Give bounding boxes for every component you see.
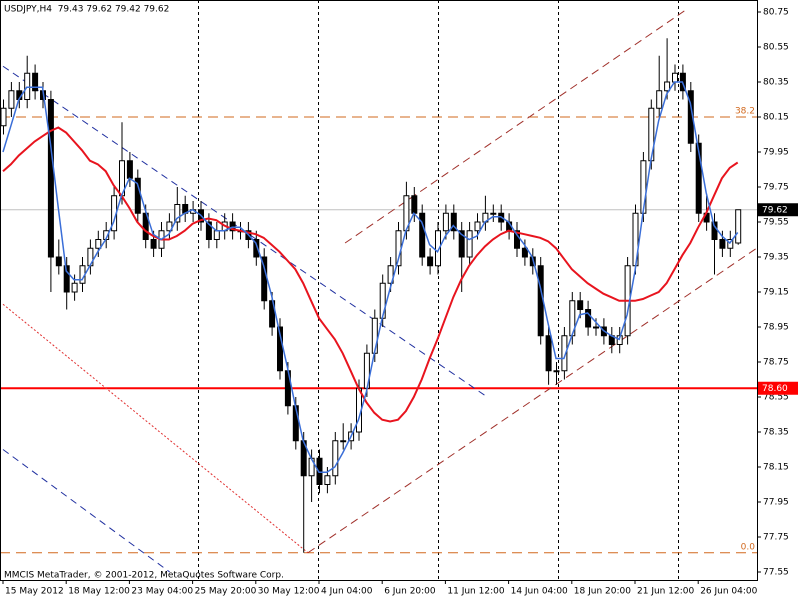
candle-body (8, 90, 15, 109)
current-price-label: 79.62 (762, 205, 788, 215)
fib-label: 38.2 (735, 107, 755, 117)
candle-body (63, 265, 70, 293)
y-tick-label: 78.55 (763, 393, 789, 403)
candle-body (585, 309, 592, 328)
y-tick-label: 78.15 (763, 463, 789, 473)
candle-body (411, 195, 418, 214)
x-tick-label: 18 Jun 20:00 (574, 587, 631, 597)
candle-body (379, 282, 386, 319)
y-tick-label: 78.75 (763, 358, 789, 368)
candle-body (514, 230, 520, 249)
candle-body (316, 457, 323, 485)
plot-area (1, 8, 757, 573)
candle-body (466, 230, 473, 258)
y-tick-label: 80.35 (763, 78, 789, 88)
x-tick-label: 21 Jun 12:00 (637, 587, 694, 597)
y-tick-label: 77.55 (763, 568, 789, 578)
y-tick-label: 77.95 (763, 498, 789, 508)
candle-body (95, 239, 102, 249)
x-tick-label: 30 May 12:00 (258, 587, 320, 597)
candle-body (55, 256, 62, 267)
candle-body (545, 335, 552, 372)
candle-body (229, 221, 236, 232)
candle-body (213, 230, 220, 240)
candle-body (719, 239, 726, 249)
candle-body (24, 72, 31, 100)
candle-body (324, 475, 331, 485)
candle-body (735, 209, 742, 244)
y-tick-label: 80.75 (763, 8, 789, 18)
plot-frame (0, 0, 758, 581)
candle-body (695, 142, 702, 214)
session-separators (198, 0, 679, 580)
candle-body (442, 212, 449, 232)
candle-body (664, 81, 671, 92)
candle-body (521, 247, 528, 258)
candle-body (32, 72, 39, 92)
candle-body (1, 107, 7, 127)
candle-body (47, 99, 54, 258)
candle-body (656, 90, 663, 109)
candle-body (71, 282, 78, 293)
candle-body (711, 221, 718, 240)
level-label: 78.60 (762, 384, 788, 394)
candle-body (672, 72, 678, 83)
x-tick-label: 26 Jun 04:00 (700, 587, 757, 597)
trendline (2, 449, 170, 573)
candle-body (474, 221, 481, 232)
y-tick-label: 79.55 (763, 218, 789, 228)
axes: 80.75 80.55 80.35 80.15 79.95 79.75 79.55 79.35… (2, 8, 798, 597)
level-box (758, 381, 798, 395)
x-tick-label: 23 May 04:00 (131, 587, 193, 597)
y-tick-label: 80.15 (763, 113, 789, 123)
y-tick-label: 79.75 (763, 183, 789, 193)
candle-body (553, 370, 560, 373)
y-tick-label: 80.55 (763, 43, 789, 53)
y-tick-label: 78.35 (763, 428, 789, 438)
x-tick-label: 25 May 20:00 (195, 587, 257, 597)
candle-body (150, 239, 157, 249)
y-tick-label: 79.15 (763, 288, 789, 298)
x-tick-label: 4 Jun 04:00 (321, 587, 373, 597)
candle-body (435, 230, 441, 267)
x-tick-label: 11 Jun 12:00 (447, 587, 504, 597)
candle-body (174, 204, 181, 223)
y-tick-label: 79.95 (763, 148, 789, 158)
current-price-box (758, 203, 798, 217)
y-tick-label: 77.75 (763, 533, 789, 543)
candle-body (490, 212, 497, 215)
candle-body (458, 230, 465, 258)
chart-title: USDJPY,H4 79.43 79.62 79.42 79.62 (4, 5, 169, 15)
candle-body (427, 256, 434, 267)
candle-body (593, 326, 599, 329)
fib-label: 0.0 (741, 542, 756, 552)
moving-average (2, 126, 739, 423)
candle-body (561, 335, 568, 372)
x-tick-label: 15 May 2012 (5, 587, 64, 597)
candle-body (332, 440, 339, 477)
candle-body (727, 239, 734, 249)
candle-body (166, 221, 173, 232)
candle-body (387, 265, 394, 284)
trendline (2, 303, 309, 554)
candle-body (253, 239, 260, 258)
candle-body (577, 300, 584, 310)
y-tick-label: 79.35 (763, 253, 789, 263)
candle-body (126, 160, 133, 179)
moving-average (2, 81, 739, 473)
candle-body (450, 212, 457, 232)
candle-body (340, 440, 347, 443)
trendline (344, 8, 689, 244)
candle-body (205, 221, 212, 240)
footer: MMCIS MetaTrader, © 2001-2012, MetaQuote… (4, 571, 284, 581)
x-tick-label: 14 Jun 04:00 (511, 587, 568, 597)
candle-body (419, 212, 426, 258)
x-tick-label: 6 Jun 20:00 (384, 587, 436, 597)
y-tick-label: 78.95 (763, 323, 789, 333)
x-tick-label: 18 May 12:00 (68, 587, 130, 597)
